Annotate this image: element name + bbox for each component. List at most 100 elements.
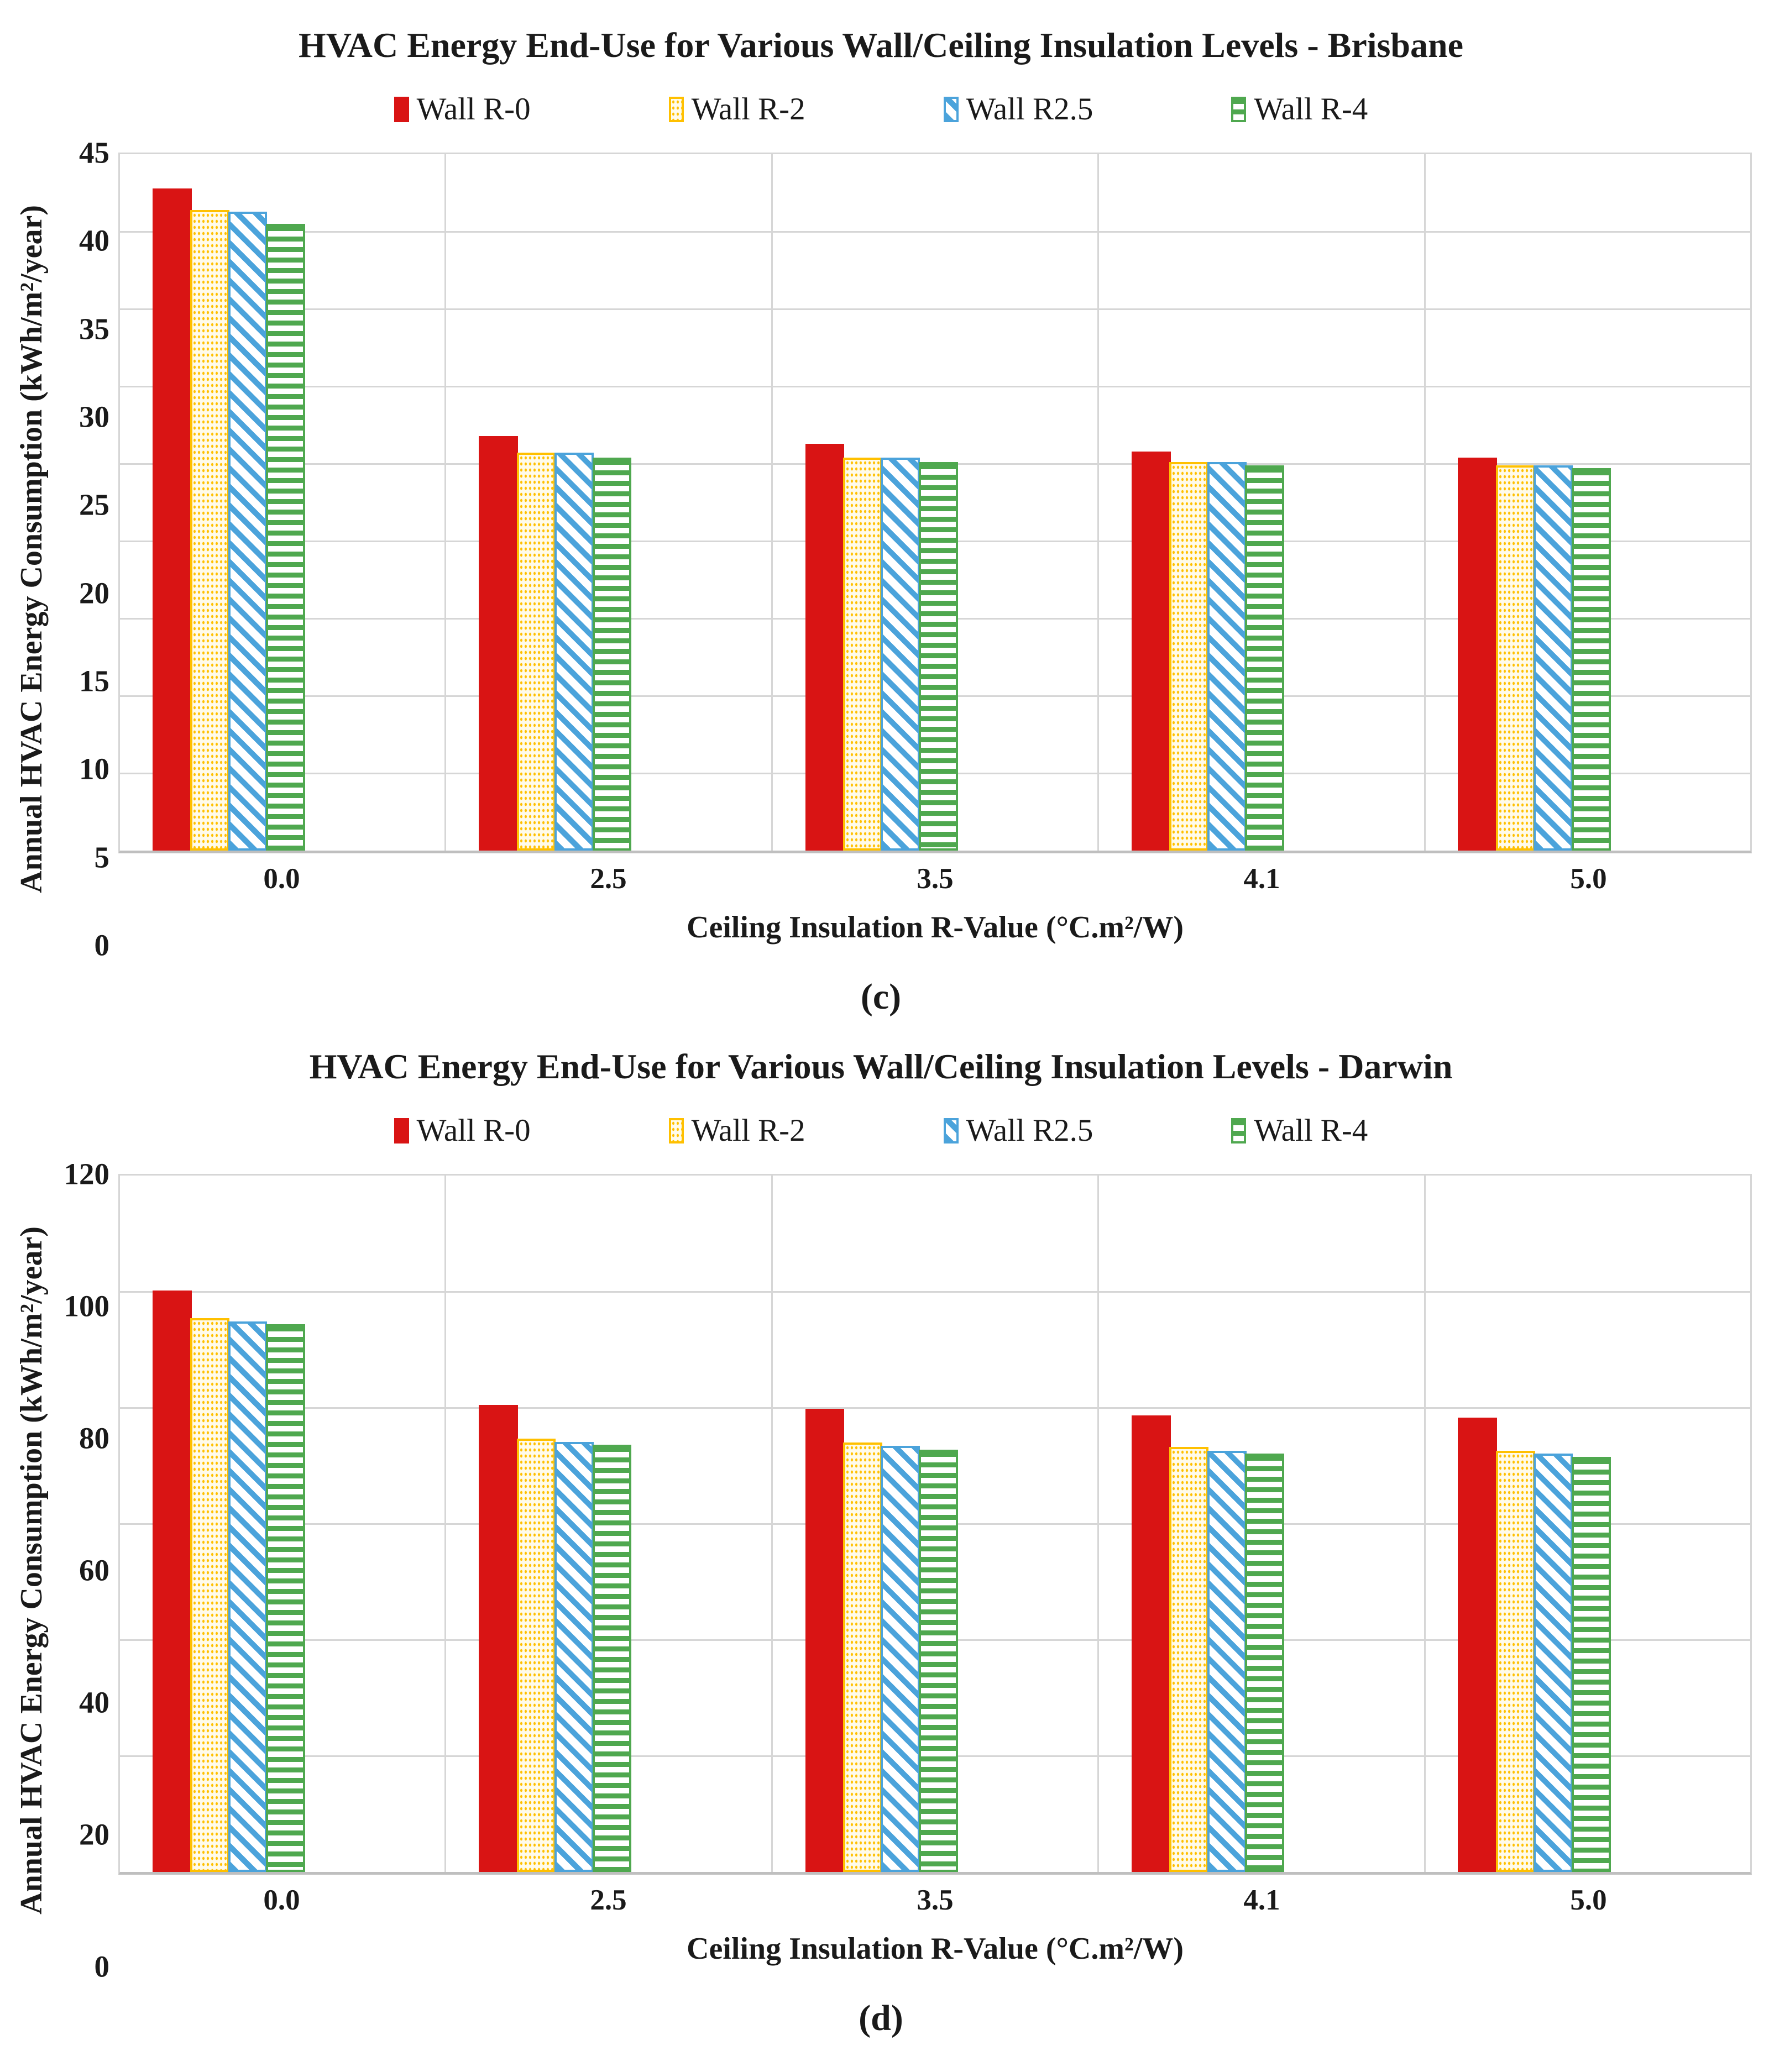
category-cell-5.0 — [1426, 154, 1750, 851]
bar-wall-r-0-3.5 — [805, 1409, 845, 1872]
y-tick-label: 25 — [79, 487, 109, 522]
y-tick-label: 30 — [79, 400, 109, 434]
horizontal-lines-swatch-icon — [1231, 97, 1247, 122]
bar-wall-r-0-5.0 — [1458, 457, 1498, 851]
dotted-vertical-swatch-icon — [668, 1118, 684, 1143]
y-tick-label: 5 — [94, 840, 110, 874]
y-axis-title: Annual HVAC Energy Consumption (kWh/m²/y… — [14, 1226, 49, 1914]
category-cells — [120, 154, 1750, 851]
bar-wall-r-0-3.5 — [805, 443, 845, 851]
legend-label: Wall R-0 — [416, 1113, 531, 1148]
bar-wall-r-4-4.1 — [1245, 1453, 1285, 1872]
legend-label: Wall R-4 — [1254, 1113, 1368, 1148]
bar-wall-r2.5-2.5 — [554, 1441, 594, 1872]
bar-wall-r-0-4.1 — [1131, 1415, 1171, 1872]
diagonal-stripes-swatch-icon — [943, 97, 959, 122]
legend-label: Wall R-2 — [691, 1113, 805, 1148]
bar-wall-r2.5-4.1 — [1207, 1450, 1247, 1872]
bar-wall-r-2-0.0 — [190, 209, 230, 851]
y-tick-label: 0 — [94, 928, 110, 962]
x-tick-label: 2.5 — [590, 863, 627, 895]
bar-wall-r-2-3.5 — [843, 1442, 882, 1872]
bar-wall-r2.5-0.0 — [228, 1321, 268, 1872]
bar-wall-r-4-0.0 — [266, 224, 305, 851]
category-cell-3.5 — [773, 154, 1100, 851]
bar-group-0.0 — [152, 154, 445, 851]
diagonal-stripes-swatch-icon — [943, 1118, 959, 1143]
panel-label-d: (d) — [859, 1998, 903, 2038]
category-cells — [120, 1176, 1750, 1872]
y-axis-title: Annual HVAC Energy Consumption (kWh/m²/y… — [14, 204, 49, 893]
bar-wall-r-4-5.0 — [1571, 1457, 1611, 1872]
x-tick-label: 5.0 — [1570, 863, 1607, 895]
bar-wall-r-0-0.0 — [152, 1290, 192, 1872]
y-axis-title-wrap: Annual HVAC Energy Consumption (kWh/m²/y… — [10, 1174, 53, 1966]
gridline — [120, 308, 1750, 310]
bar-group-2.5 — [479, 154, 771, 851]
x-axis-labels: 0.0 2.5 3.5 4.1 5.0 — [118, 862, 1752, 895]
bar-wall-r-0-2.5 — [479, 436, 518, 851]
bar-wall-r-2-0.0 — [190, 1318, 230, 1872]
bar-wall-r-0-4.1 — [1131, 451, 1171, 851]
legend: Wall R-0 Wall R-2 Wall R2.5 Wall R-4 — [10, 1113, 1752, 1148]
bar-wall-r-4-3.5 — [918, 1449, 958, 1872]
legend-item-wall-r-2: Wall R-2 — [668, 92, 805, 127]
gridline — [120, 385, 1750, 387]
solid-swatch-icon — [394, 1118, 409, 1143]
bar-wall-r2.5-3.5 — [881, 457, 920, 851]
x-axis-labels: 0.0 2.5 3.5 4.1 5.0 — [118, 1884, 1752, 1917]
x-tick-label: 5.0 — [1570, 1884, 1607, 1916]
bar-wall-r-2-3.5 — [843, 457, 882, 851]
y-axis-title-wrap: Annual HVAC Energy Consumption (kWh/m²/y… — [10, 153, 53, 945]
bar-group-2.5 — [479, 1176, 771, 1872]
plot-column: 0.0 2.5 3.5 4.1 5.0 Ceiling Insulation R-Val… — [118, 1174, 1752, 1966]
legend-item-wall-r-0: Wall R-0 — [394, 92, 531, 127]
darwin-chart: HVAC Energy End-Use for Various Wall/Cei… — [0, 1021, 1774, 2043]
bar-wall-r2.5-5.0 — [1534, 1453, 1573, 1872]
category-cell-0.0 — [120, 154, 447, 851]
chart-title-darwin: HVAC Energy End-Use for Various Wall/Cei… — [309, 1047, 1453, 1086]
legend-label: Wall R-2 — [691, 92, 805, 127]
chart-title-brisbane: HVAC Energy End-Use for Various Wall/Cei… — [299, 25, 1463, 65]
panel-label-c: (c) — [860, 977, 902, 1017]
legend-item-wall-r2.5: Wall R2.5 — [943, 92, 1093, 127]
bar-group-3.5 — [805, 1176, 1098, 1872]
dotted-vertical-swatch-icon — [668, 97, 684, 122]
x-tick-label: 0.0 — [263, 863, 300, 895]
bar-wall-r-2-5.0 — [1495, 1450, 1535, 1872]
bar-wall-r-2-5.0 — [1495, 465, 1535, 851]
y-tick-label: 35 — [79, 312, 109, 346]
y-tick-label: 45 — [79, 135, 109, 170]
horizontal-lines-swatch-icon — [1231, 1118, 1247, 1143]
bar-wall-r-2-4.1 — [1169, 1447, 1209, 1872]
bar-wall-r2.5-5.0 — [1534, 465, 1573, 851]
legend: Wall R-0 Wall R-2 Wall R2.5 Wall R-4 — [10, 92, 1752, 127]
solid-swatch-icon — [394, 97, 409, 122]
chart-body: Annual HVAC Energy Consumption (kWh/m²/y… — [10, 136, 1752, 962]
x-tick-label: 0.0 — [263, 1884, 300, 1916]
bar-wall-r-2-4.1 — [1169, 462, 1209, 851]
x-tick-label: 2.5 — [590, 1884, 627, 1916]
category-cell-2.5 — [446, 1176, 773, 1872]
bar-group-5.0 — [1458, 1176, 1750, 1872]
category-cell-4.1 — [1099, 1176, 1426, 1872]
legend-item-wall-r-4: Wall R-4 — [1231, 92, 1368, 127]
bar-wall-r-0-2.5 — [479, 1404, 518, 1872]
bar-wall-r-0-0.0 — [152, 188, 192, 851]
category-cell-4.1 — [1099, 154, 1426, 851]
plot-area — [118, 153, 1752, 853]
legend-item-wall-r-2: Wall R-2 — [668, 1113, 805, 1148]
x-tick-label: 3.5 — [917, 863, 954, 895]
chart-body: Annual HVAC Energy Consumption (kWh/m²/y… — [10, 1157, 1752, 1984]
x-axis-title: Ceiling Insulation R-Value (°C.m²/W) — [687, 1932, 1184, 1966]
bar-wall-r-4-2.5 — [592, 457, 632, 851]
y-tick-label: 40 — [79, 223, 109, 258]
bar-wall-r2.5-3.5 — [881, 1446, 920, 1872]
legend-item-wall-r2.5: Wall R2.5 — [943, 1113, 1093, 1148]
y-tick-label: 120 — [64, 1157, 110, 1191]
y-tick-label: 60 — [79, 1553, 109, 1587]
bar-wall-r-4-4.1 — [1245, 465, 1285, 851]
bar-wall-r-4-0.0 — [266, 1324, 305, 1872]
legend-label: Wall R2.5 — [966, 92, 1093, 127]
